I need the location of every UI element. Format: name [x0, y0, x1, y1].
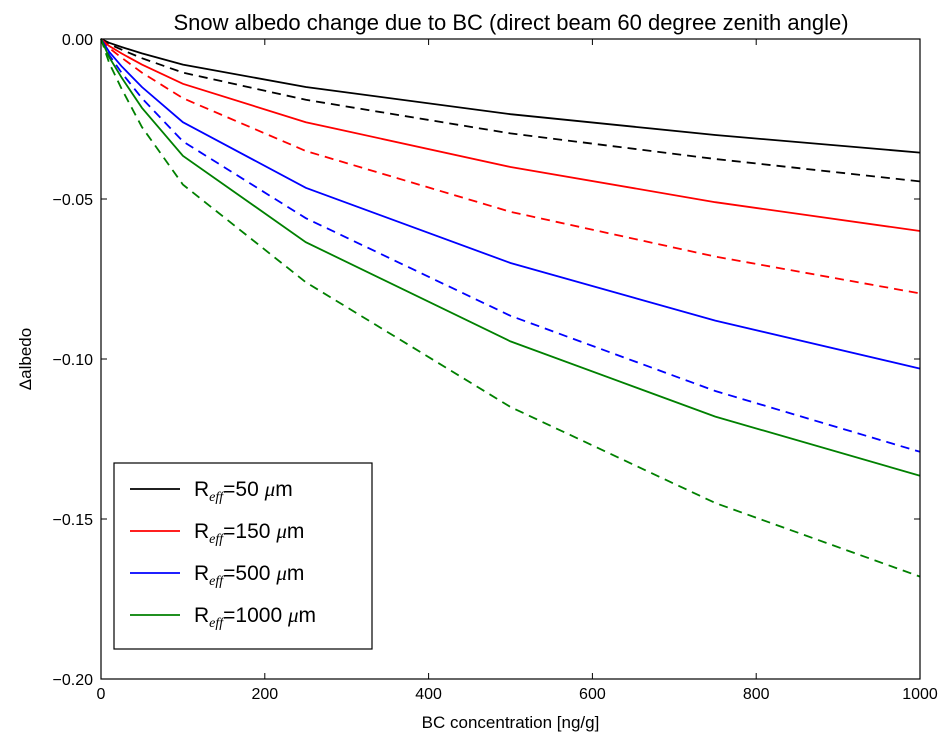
- series-line-7-dashed: [100, 38, 921, 578]
- series-line-1-dashed: [100, 38, 921, 183]
- legend-entry: Reff=150 μm: [194, 519, 304, 547]
- legend-entry: Reff=500 μm: [194, 561, 304, 589]
- y-tick-label: −0.10: [53, 352, 94, 369]
- chart-title: Snow albedo change due to BC (direct bea…: [173, 10, 848, 35]
- x-axis-label: BC concentration [ng/g]: [422, 713, 600, 732]
- legend: Reff=50 μm Reff=150 μm Reff=500 μm Reff=100…: [113, 462, 373, 650]
- x-tick-label: 0: [97, 686, 106, 703]
- series-line-0-solid: [100, 38, 921, 154]
- y-axis-label: Δalbedo: [16, 328, 35, 390]
- x-tick-label: 800: [743, 686, 770, 703]
- y-tick-label: −0.05: [53, 192, 94, 209]
- series-line-6-solid: [100, 38, 921, 477]
- y-tick-label: −0.15: [53, 512, 94, 529]
- y-tick-label: −0.20: [53, 672, 94, 689]
- legend-entry: Reff=50 μm: [194, 477, 293, 505]
- series-layer: [100, 38, 921, 578]
- x-tick-label: 600: [579, 686, 606, 703]
- x-tick-label: 1000: [902, 686, 938, 703]
- legend-box: [113, 462, 373, 650]
- series-line-3-dashed: [100, 38, 921, 295]
- x-tick-label: 200: [251, 686, 278, 703]
- series-line-2-solid: [100, 38, 921, 232]
- series-line-4-solid: [100, 38, 921, 370]
- x-tick-label: 400: [415, 686, 442, 703]
- y-tick-label: 0.00: [62, 32, 93, 49]
- series-line-5-dashed: [100, 38, 921, 453]
- legend-entry: Reff=1000 μm: [194, 603, 316, 631]
- ticks-layer: 0 200 400 600 800 1000 0.00 −0.05 −0.10 −0.15 −0.2…: [53, 32, 938, 703]
